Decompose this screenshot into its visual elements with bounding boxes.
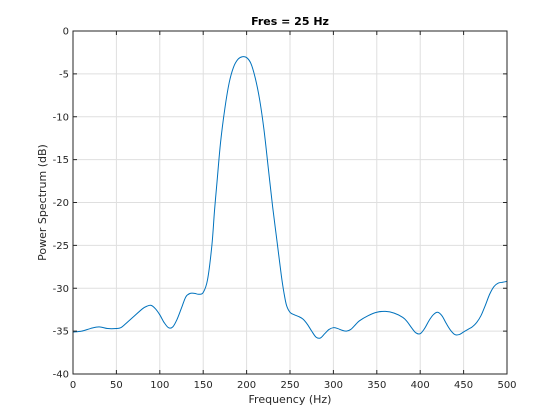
y-tick-label: -35 (53, 327, 69, 338)
x-tick-label: 400 (411, 380, 430, 391)
y-tick-label: -20 (53, 198, 69, 209)
series-layer (72, 56, 508, 339)
x-tick-label: 200 (237, 380, 256, 391)
x-tick-label: 100 (150, 380, 169, 391)
x-axis-label: Frequency (Hz) (249, 393, 332, 406)
y-tick-label: 0 (63, 27, 69, 38)
x-tick-label: 500 (497, 380, 516, 391)
y-tick-label: -30 (53, 284, 69, 295)
x-tick-label: 450 (454, 380, 473, 391)
tick-labels: 0 50 100 150 200 250 300 350 400 450 500 0 -5 -10 -15 -… (53, 27, 517, 392)
x-tick-label: 0 (70, 380, 76, 391)
y-tick-label: -25 (53, 241, 69, 252)
y-axis-label: Power Spectrum (dB) (36, 144, 49, 261)
x-tick-label: 350 (367, 380, 386, 391)
y-tick-label: -5 (59, 69, 69, 80)
ticks (72, 30, 508, 375)
power-spectrum-line (72, 56, 508, 339)
x-tick-label: 250 (280, 380, 299, 391)
chart-title: Fres = 25 Hz (251, 15, 329, 28)
x-tick-label: 300 (324, 380, 343, 391)
y-tick-label: -40 (53, 370, 69, 381)
x-tick-label: 50 (110, 380, 123, 391)
x-tick-label: 150 (194, 380, 213, 391)
y-tick-label: -15 (53, 155, 69, 166)
y-tick-label: -10 (53, 112, 69, 123)
grid (72, 30, 508, 375)
